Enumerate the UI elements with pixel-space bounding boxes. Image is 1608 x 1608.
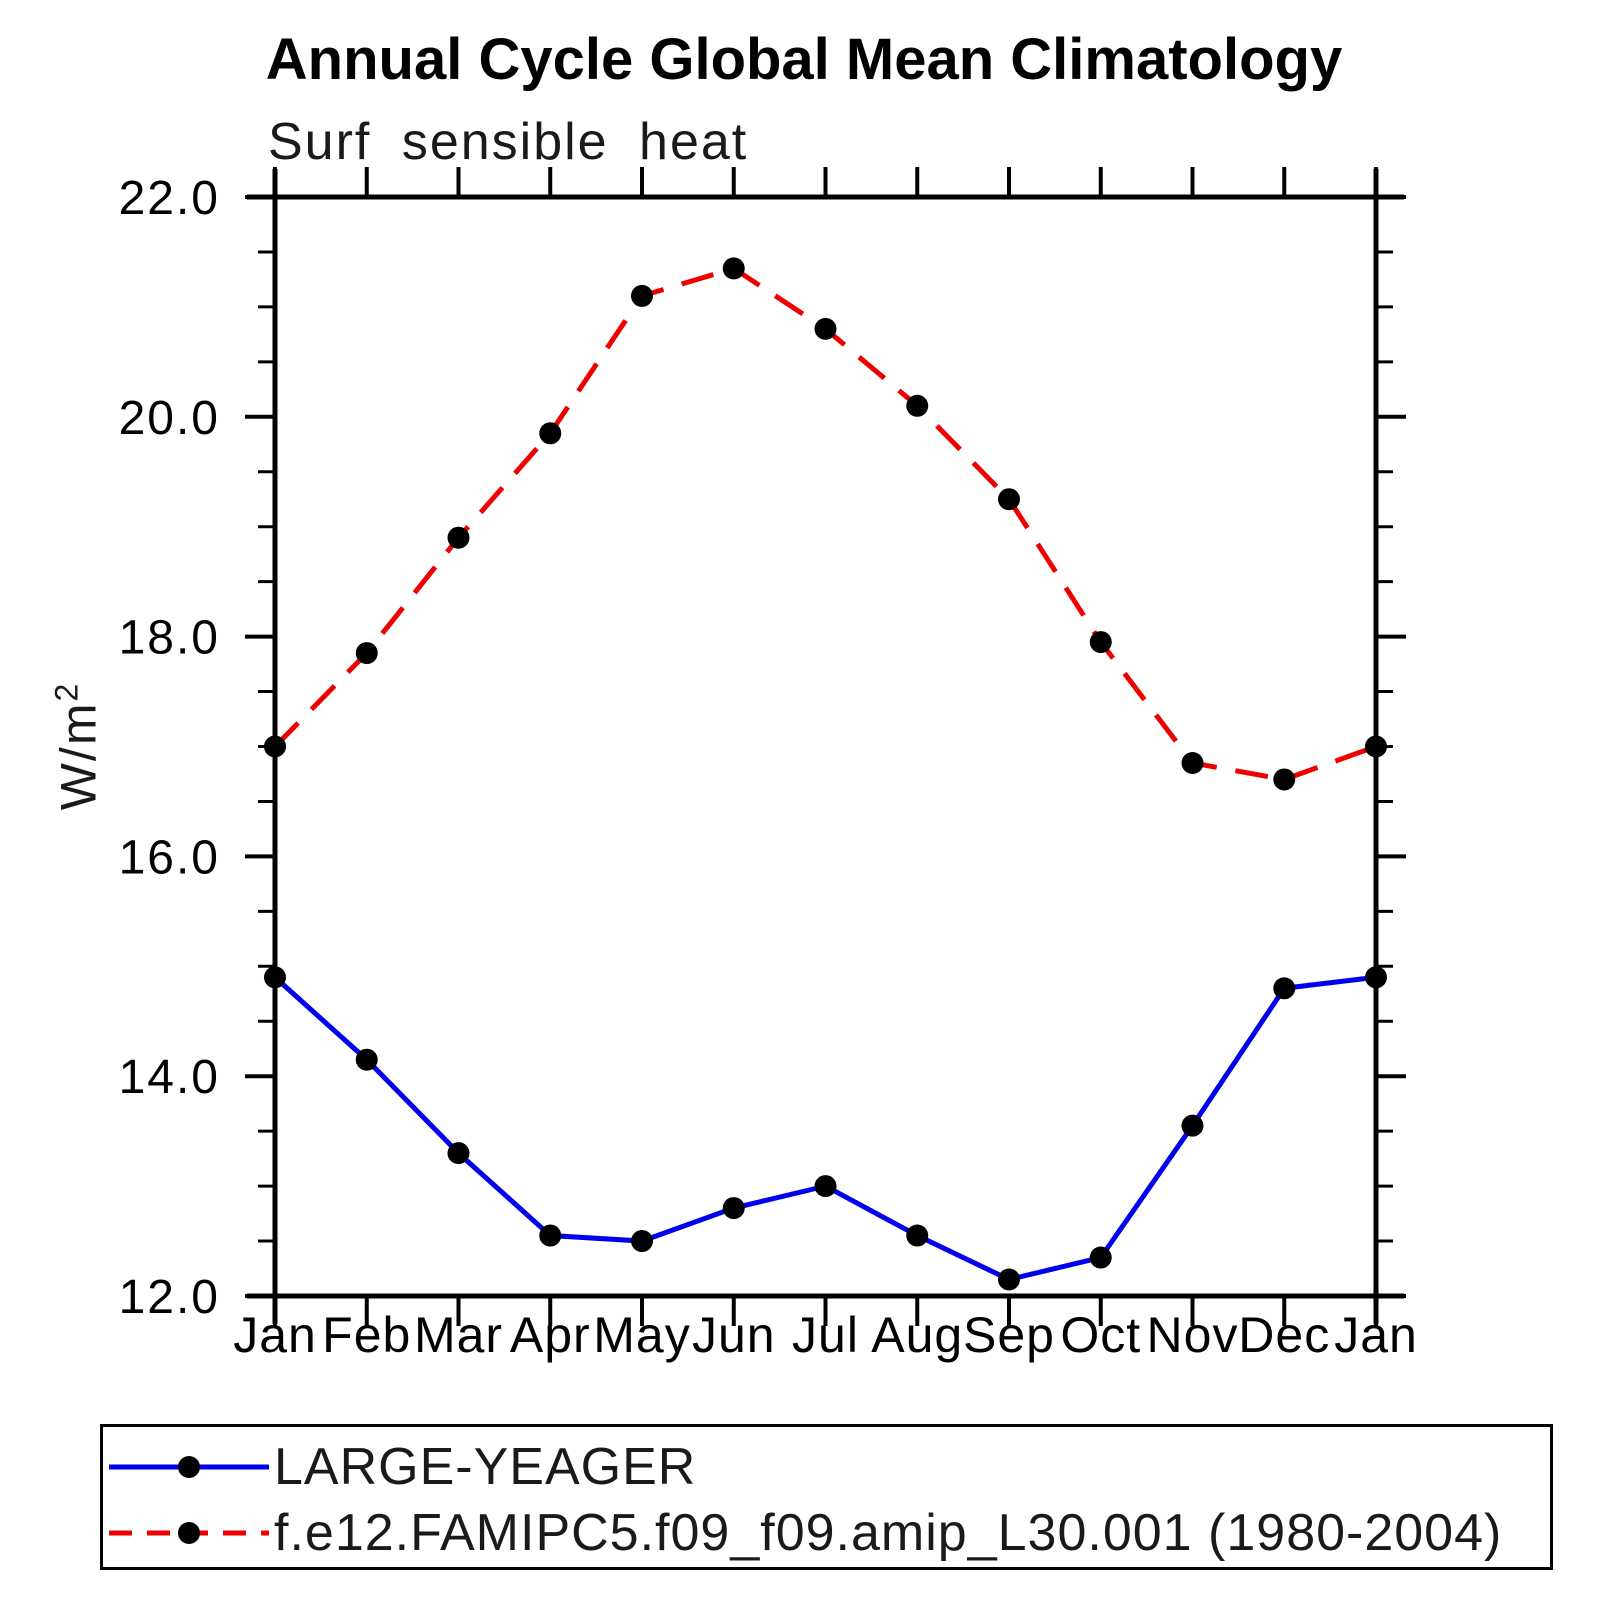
data-point-marker [1089,631,1112,654]
x-tick-label: Feb [322,1307,411,1363]
data-point-marker [355,642,378,665]
legend-label: LARGE-YEAGER [274,1438,697,1496]
legend-item-model-run: f.e12.FAMIPC5.f09_f09.amip_L30.001 (1980… [106,1504,1503,1562]
x-tick-label: Jul [792,1307,859,1363]
legend-sample-solid-line [109,1456,269,1478]
legend-marker-icon [178,1456,200,1478]
data-point-marker [539,422,562,445]
y-tick-label: 14.0 [119,1051,220,1104]
x-tick-label: Apr [510,1307,591,1363]
chart-subtitle: Surf sensible heat [268,113,749,171]
data-point-marker [998,1268,1020,1291]
x-tick-label: Sep [963,1307,1055,1363]
data-point-marker [264,966,286,989]
x-tick-label: Jan [233,1307,317,1363]
data-point-marker [998,488,1020,511]
data-point-marker [264,735,286,758]
legend-item-large-yeager: LARGE-YEAGER [106,1438,697,1496]
data-point-marker [1365,735,1387,758]
x-tick-label: Oct [1060,1307,1141,1363]
data-point-marker [1089,1246,1112,1269]
x-tick-label: Jan [1334,1307,1418,1363]
x-tick-label: Dec [1238,1307,1330,1363]
data-point-marker [814,1175,837,1198]
data-point-marker [1365,966,1387,989]
legend-sample-dashed-line [109,1522,269,1544]
x-tick-label: Nov [1147,1307,1239,1363]
data-point-marker [447,526,470,549]
data-point-marker [539,1224,562,1247]
x-tick-label: Mar [414,1307,503,1363]
x-tick-label: Aug [871,1307,963,1363]
data-point-marker [1273,768,1296,791]
data-point-marker [1181,751,1204,774]
legend-label: f.e12.FAMIPC5.f09_f09.amip_L30.001 (1980… [274,1504,1503,1562]
y-tick-label: 12.0 [119,1271,220,1324]
data-point-marker [906,1224,929,1247]
chart-title: Annual Cycle Global Mean Climatology [265,27,1343,92]
y-tick-label: 16.0 [119,831,220,884]
data-point-marker [631,284,653,307]
y-tick-label: 22.0 [119,172,220,225]
data-point-marker [447,1142,470,1165]
x-tick-label: Jun [692,1307,776,1363]
series-0 [264,966,1387,1291]
series-line-1 [273,265,1377,783]
series-1 [264,257,1387,791]
series-line-0 [273,974,1377,1283]
x-tick-label: May [593,1307,690,1363]
y-tick-label: 20.0 [119,392,220,445]
legend-marker-icon [178,1522,200,1544]
data-point-marker [355,1048,378,1071]
data-point-marker [1181,1114,1204,1137]
data-point-marker [814,317,837,340]
y-tick-label: 18.0 [119,612,220,665]
data-point-marker [722,1197,745,1220]
data-point-marker [1273,977,1296,1000]
data-point-marker [722,257,745,280]
data-point-marker [631,1230,653,1253]
legend-box: LARGE-YEAGER f.e12.FAMIPC5.f09_f09.amip_… [100,1424,1553,1570]
data-point-marker [906,394,929,417]
